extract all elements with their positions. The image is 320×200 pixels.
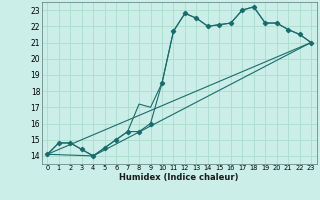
X-axis label: Humidex (Indice chaleur): Humidex (Indice chaleur)	[119, 173, 239, 182]
